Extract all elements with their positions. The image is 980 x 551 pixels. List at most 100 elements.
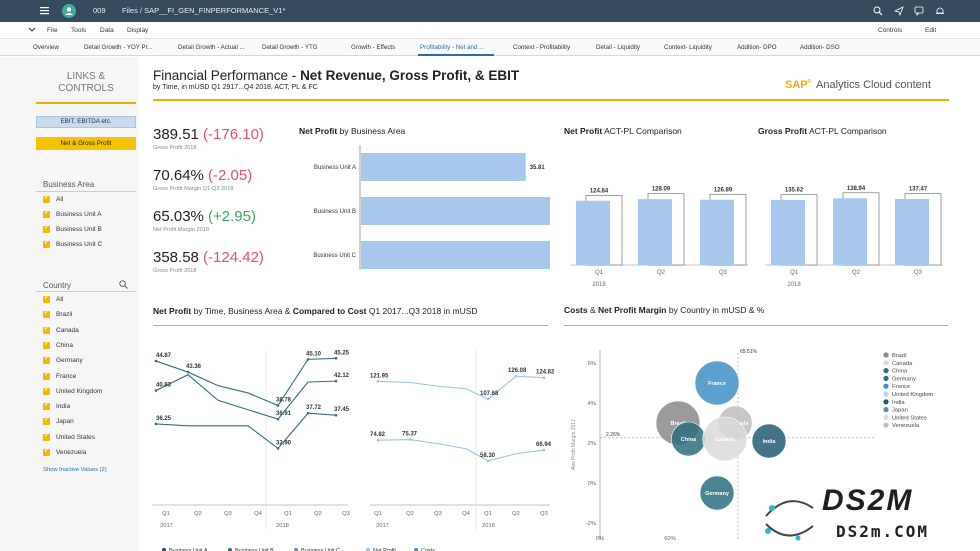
controls-button[interactable]: Controls xyxy=(878,27,903,34)
chart5-bubble[interactable] xyxy=(699,475,735,511)
chart5-title-bold1: Costs xyxy=(564,305,588,315)
chart4-underline xyxy=(153,325,548,326)
chart4-series-line[interactable] xyxy=(155,374,337,420)
tab-detail-growth-yoy[interactable]: Detail Growth - YOY Pr... xyxy=(84,44,153,51)
menu-display[interactable]: Display xyxy=(127,27,149,34)
tab-detail-growth-ytg[interactable]: Detail Growth - YTG xyxy=(262,44,318,51)
tab-context-profitability[interactable]: Context - Profitability xyxy=(513,44,571,51)
chart4-point[interactable] xyxy=(334,379,338,383)
file-path[interactable]: Files / SAP__FI_GEN_FINPERFORMANCE_V1* xyxy=(122,6,286,15)
chart3-actual-bar[interactable] xyxy=(895,199,929,265)
chart4-right-x-tick: Q2 xyxy=(512,511,520,517)
checkbox-country-united-kingdom[interactable] xyxy=(43,386,50,395)
tab-addition-dpo[interactable]: Addition- DPO xyxy=(737,44,777,51)
chart4-right-point[interactable] xyxy=(514,374,518,378)
chart4-right-point[interactable] xyxy=(486,459,490,463)
user-avatar-icon[interactable] xyxy=(62,4,76,18)
send-icon[interactable] xyxy=(893,6,904,18)
chart5-y-tick: -2% xyxy=(586,521,596,527)
hamburger-menu-icon[interactable] xyxy=(40,5,50,17)
chart1-bar[interactable] xyxy=(361,241,550,269)
chart4-right-point[interactable] xyxy=(486,397,490,401)
checkbox-country-france[interactable] xyxy=(43,371,50,380)
chart3-actual-bar[interactable] xyxy=(833,198,867,265)
country-search-icon[interactable] xyxy=(119,280,128,291)
chart4-right-series-line[interactable] xyxy=(377,375,545,400)
costs-margin-country-chart: 6% 4% 2% 0% -2% Abs Profit Margin 2017 0% 60% 2.… xyxy=(571,349,933,542)
chart5-legend-label: France xyxy=(892,384,910,390)
chart4-point[interactable] xyxy=(306,358,310,361)
tab-addition-dso[interactable]: Addition- DSO xyxy=(800,44,840,51)
chart4-point[interactable] xyxy=(334,356,338,360)
checkbox-country-japan[interactable] xyxy=(43,416,50,426)
chart4-right-point[interactable] xyxy=(542,376,546,380)
chart2-actual-bar[interactable] xyxy=(638,199,672,265)
country-label: Brazil xyxy=(56,311,73,319)
checkbox-country-all[interactable] xyxy=(43,294,50,303)
tab-overview[interactable]: Overview xyxy=(33,44,59,51)
chart4-point[interactable] xyxy=(334,413,338,417)
chart4-point[interactable] xyxy=(154,422,158,426)
chart4-point[interactable] xyxy=(276,404,280,407)
country-title: Country xyxy=(43,281,72,290)
checkbox-country-china[interactable] xyxy=(43,340,50,349)
checkbox-ba-unit-c[interactable] xyxy=(43,239,50,248)
chart4-right-series-line[interactable] xyxy=(377,438,545,462)
page-title-bold: Net Revenue, Gross Profit, & EBIT xyxy=(300,68,520,83)
tab-detail-liquidity[interactable]: Detail - Liquidity xyxy=(596,44,641,51)
chart2-actual-bar[interactable] xyxy=(700,199,734,265)
chart4-right-point[interactable] xyxy=(376,438,380,442)
checkbox-ba-unit-b[interactable] xyxy=(43,224,50,233)
chart4-right-point[interactable] xyxy=(376,380,380,383)
chart1-bar[interactable] xyxy=(361,153,526,181)
link-net-gross-profit-button[interactable]: Net & Gross Profit xyxy=(36,137,136,150)
tab-context-liquidity[interactable]: Context- Liquidity xyxy=(664,44,712,51)
chart4-right-data-label: 75.37 xyxy=(402,432,418,438)
country-label: Canada xyxy=(56,326,79,334)
kpi-value: 358.58 (-124.42) xyxy=(153,249,264,266)
chart4-right-point[interactable] xyxy=(542,448,546,452)
chart5-bubble[interactable] xyxy=(702,416,748,462)
tab-profitability[interactable]: Profitability - Net and ... xyxy=(420,44,485,51)
checkbox-ba-all[interactable] xyxy=(43,194,50,203)
chart3-value-label: 135.62 xyxy=(785,187,804,193)
chart5-bubble[interactable] xyxy=(694,360,740,406)
chart4-series-line[interactable] xyxy=(155,412,337,450)
search-icon[interactable] xyxy=(873,6,883,18)
chart5-bubble[interactable] xyxy=(751,423,787,459)
chat-icon[interactable] xyxy=(914,6,925,18)
notification-icon[interactable] xyxy=(935,6,945,18)
checkbox-country-united-states[interactable] xyxy=(43,432,50,441)
checkbox-country-brazil[interactable] xyxy=(43,309,50,319)
chart5-bubble-label: Canada xyxy=(715,437,736,443)
chart4-point[interactable] xyxy=(306,411,310,415)
checkbox-country-india[interactable] xyxy=(43,401,50,411)
menu-tools[interactable]: Tools xyxy=(71,27,87,34)
checkbox-country-germany[interactable] xyxy=(43,355,50,365)
country-label: Germany xyxy=(56,357,83,365)
business-area-title: Business Area xyxy=(43,180,95,189)
chart4-right-point[interactable] xyxy=(408,438,412,441)
chart4-point[interactable] xyxy=(186,370,190,374)
tab-detail-growth-actual[interactable]: Detail Growth - Actual ... xyxy=(178,44,245,51)
chart4-point[interactable] xyxy=(276,417,280,421)
edit-button[interactable]: Edit xyxy=(925,27,937,34)
show-inactive-link[interactable]: Show Inactive Values (2) xyxy=(43,467,107,473)
checkbox-country-canada[interactable] xyxy=(43,325,50,334)
menu-file[interactable]: File xyxy=(47,27,58,34)
chart3-actual-bar[interactable] xyxy=(771,199,805,265)
link-ebit-button[interactable]: EBIT, EBITDA etc. xyxy=(36,116,136,128)
chevron-down-icon[interactable] xyxy=(28,26,36,36)
checkbox-ba-unit-a[interactable] xyxy=(43,209,50,218)
kpi-value-number: 70.64% xyxy=(153,167,209,184)
tab-growth-effects[interactable]: Growth - Effects xyxy=(351,44,396,51)
chart4-point[interactable] xyxy=(154,389,158,392)
chart1-bar[interactable] xyxy=(361,197,550,225)
country-label: United Kingdom xyxy=(56,387,103,395)
chart4-point[interactable] xyxy=(154,359,158,363)
chart4-title-mid: by Time, Business Area & xyxy=(191,306,293,316)
chart4-point[interactable] xyxy=(276,447,280,450)
menu-data[interactable]: Data xyxy=(100,27,114,34)
chart2-actual-bar[interactable] xyxy=(576,200,610,265)
checkbox-country-venezuela[interactable] xyxy=(43,447,50,456)
